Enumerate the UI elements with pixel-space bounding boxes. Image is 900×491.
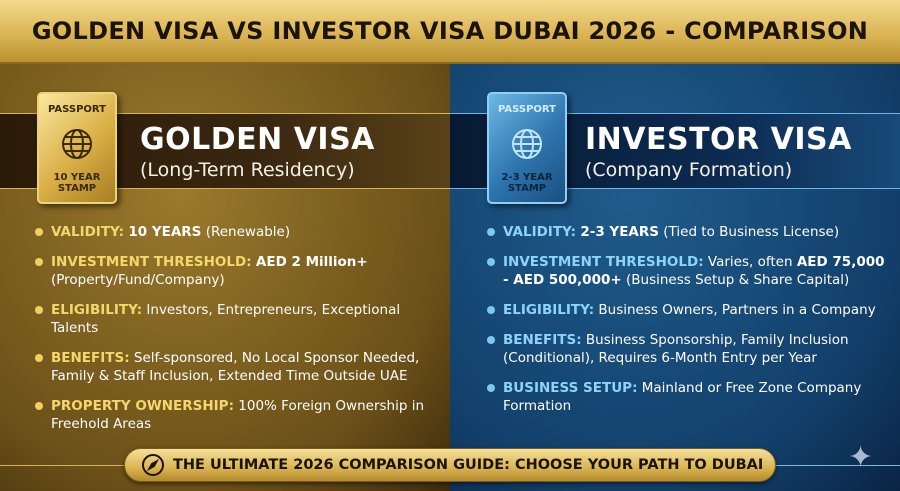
page-title: GOLDEN VISA VS INVESTOR VISA DUBAI 2026 … xyxy=(31,17,869,45)
list-item: VALIDITY: 10 YEARS (Renewable) xyxy=(35,223,435,241)
bullet-icon xyxy=(35,402,43,410)
list-item: ELIGIBILITY: Business Owners, Partners i… xyxy=(487,301,887,319)
item-text: Self-sponsored, No Local Sponsor Needed,… xyxy=(51,350,420,384)
item-value: 2-3 YEARS xyxy=(580,224,659,240)
bullet-icon xyxy=(35,354,43,362)
stamp-label: 2-3 YEAR STAMP xyxy=(501,172,553,194)
bullet-icon xyxy=(35,258,43,266)
golden-feature-list: VALIDITY: 10 YEARS (Renewable) INVESTMEN… xyxy=(35,223,435,445)
item-text: Business Sponsorship, Family Inclusion (… xyxy=(503,332,849,366)
item-text: Varies, often xyxy=(703,254,797,270)
list-item: BENEFITS: Business Sponsorship, Family I… xyxy=(487,331,887,367)
investor-feature-list: VALIDITY: 2-3 YEARS (Tied to Business Li… xyxy=(487,223,887,427)
item-value: AED 75,000 - AED 500,000+ xyxy=(503,254,885,288)
investor-subtitle: (Company Formation) xyxy=(585,159,793,181)
list-item: ELIGIBILITY: Investors, Entrepreneurs, E… xyxy=(35,301,435,337)
bullet-icon xyxy=(487,228,495,236)
passport-label: PASSPORT xyxy=(47,104,106,115)
item-text: 100% Foreign Ownership in Freehold Areas xyxy=(51,398,425,432)
item-text: Investors, Entrepreneurs, Exceptional Ta… xyxy=(51,302,401,336)
item-text: (Renewable) xyxy=(201,224,291,240)
item-text: (Business Setup & Share Capital) xyxy=(621,272,850,288)
item-label: PROPERTY OWNERSHIP: xyxy=(51,398,234,414)
header-banner: GOLDEN VISA VS INVESTOR VISA DUBAI 2026 … xyxy=(0,0,900,64)
item-label: BUSINESS SETUP: xyxy=(503,380,638,396)
footer-text: THE ULTIMATE 2026 COMPARISON GUIDE: CHOO… xyxy=(173,457,764,473)
investor-title: INVESTOR VISA (Company Formation) xyxy=(585,122,852,182)
bullet-icon xyxy=(487,306,495,314)
passport-label: PASSPORT xyxy=(497,104,556,115)
golden-passport-badge: PASSPORT 10 YEAR STAMP xyxy=(37,92,117,204)
item-text: Business Owners, Partners in a Company xyxy=(594,302,876,318)
bullet-icon xyxy=(487,258,495,266)
item-label: VALIDITY: xyxy=(51,224,125,240)
list-item: INVESTMENT THRESHOLD: AED 2 Million+ (Pr… xyxy=(35,253,435,289)
item-label: INVESTMENT THRESHOLD: xyxy=(503,254,704,270)
investor-passport-badge: PASSPORT 2-3 YEAR STAMP xyxy=(487,92,567,204)
golden-title-main: GOLDEN VISA xyxy=(140,122,375,157)
compass-icon xyxy=(142,454,164,476)
bullet-icon xyxy=(35,306,43,314)
list-item: INVESTMENT THRESHOLD: Varies, often AED … xyxy=(487,253,887,289)
bullet-icon xyxy=(487,384,495,392)
item-label: BENEFITS: xyxy=(51,350,130,366)
item-label: ELIGIBILITY: xyxy=(51,302,143,318)
divider xyxy=(0,465,130,466)
bullet-icon xyxy=(35,228,43,236)
item-value: AED 2 Million+ xyxy=(255,254,368,270)
list-item: PROPERTY OWNERSHIP: 100% Foreign Ownersh… xyxy=(35,397,435,433)
item-value: 10 YEARS xyxy=(128,224,202,240)
item-label: ELIGIBILITY: xyxy=(503,302,595,318)
item-label: INVESTMENT THRESHOLD: xyxy=(51,254,252,270)
list-item: VALIDITY: 2-3 YEARS (Tied to Business Li… xyxy=(487,223,887,241)
stamp-label: 10 YEAR STAMP xyxy=(53,172,101,194)
globe-icon xyxy=(62,128,92,159)
item-text: Mainland or Free Zone Company Formation xyxy=(503,380,862,414)
footer-banner: THE ULTIMATE 2026 COMPARISON GUIDE: CHOO… xyxy=(124,448,776,482)
golden-subtitle: (Long-Term Residency) xyxy=(140,159,355,181)
globe-icon xyxy=(512,128,542,159)
item-label: BENEFITS: xyxy=(503,332,582,348)
divider xyxy=(770,465,900,466)
item-text: (Property/Fund/Company) xyxy=(51,272,225,288)
sparkle-icon: ✦ xyxy=(848,440,874,475)
list-item: BUSINESS SETUP: Mainland or Free Zone Co… xyxy=(487,379,887,415)
item-label: VALIDITY: xyxy=(503,224,577,240)
item-text: (Tied to Business License) xyxy=(659,224,840,240)
list-item: BENEFITS: Self-sponsored, No Local Spons… xyxy=(35,349,435,385)
investor-title-main: INVESTOR VISA xyxy=(585,122,852,157)
bullet-icon xyxy=(487,336,495,344)
golden-title: GOLDEN VISA (Long-Term Residency) xyxy=(140,122,375,182)
